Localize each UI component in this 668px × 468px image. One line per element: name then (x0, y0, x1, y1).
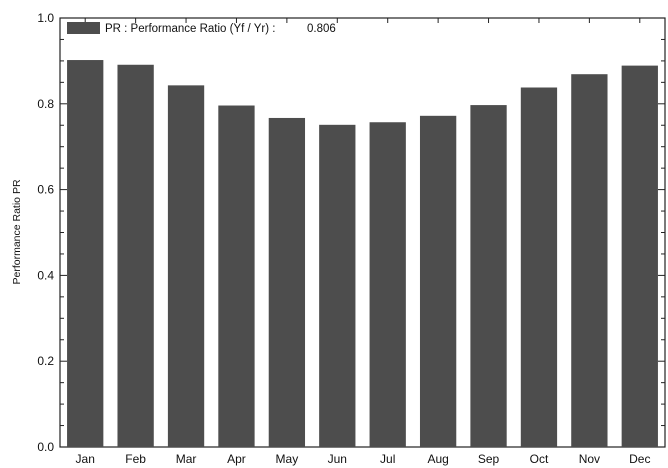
bar-jun (319, 124, 356, 448)
y-tick-label: 0.0 (37, 440, 54, 454)
x-tick-label-sep: Sep (478, 452, 500, 466)
x-tick-label-jul: Jul (380, 452, 395, 466)
x-tick-label-aug: Aug (427, 452, 448, 466)
bar-apr (218, 105, 255, 448)
y-axis: 0.0 0.2 0.4 0.6 0.8 1.0 (37, 11, 665, 454)
x-axis: Jan Feb Mar Apr May Jun Jul Aug Sep Oct Nov Dec (76, 18, 650, 466)
bars-group (67, 60, 658, 448)
bar-jan (67, 60, 104, 448)
y-tick-label: 0.8 (37, 97, 54, 111)
legend-swatch (67, 22, 100, 34)
bar-mar (167, 85, 205, 447)
bar-jul (369, 122, 406, 447)
x-tick-label-dec: Dec (629, 452, 650, 466)
x-tick-label-nov: Nov (579, 452, 600, 466)
bar-may (268, 117, 306, 447)
legend: PR : Performance Ratio (Yf / Yr) : 0.806 (67, 22, 336, 35)
bar-feb (117, 64, 154, 448)
legend-series-value: 0.806 (307, 23, 336, 35)
y-tick-label: 1.0 (37, 11, 54, 25)
y-axis-label: Performance Ratio PR (11, 179, 23, 284)
x-tick-label-mar: Mar (176, 452, 197, 466)
x-tick-label-jun: Jun (328, 452, 347, 466)
x-tick-label-jan: Jan (76, 452, 95, 466)
bar-oct (520, 87, 558, 448)
y-tick-label: 0.2 (37, 354, 54, 368)
bar-nov (571, 74, 608, 447)
x-tick-label-oct: Oct (530, 452, 549, 466)
legend-series-name: PR : Performance Ratio (Yf / Yr) : (105, 23, 275, 35)
bar-dec (621, 65, 658, 447)
y-tick-label: 0.6 (37, 183, 54, 197)
x-tick-label-feb: Feb (125, 452, 146, 466)
bar-sep (470, 105, 507, 447)
x-tick-label-apr: Apr (227, 452, 246, 466)
bar-aug (419, 115, 457, 447)
x-tick-label-may: May (276, 452, 299, 466)
y-tick-label: 0.4 (37, 268, 54, 282)
